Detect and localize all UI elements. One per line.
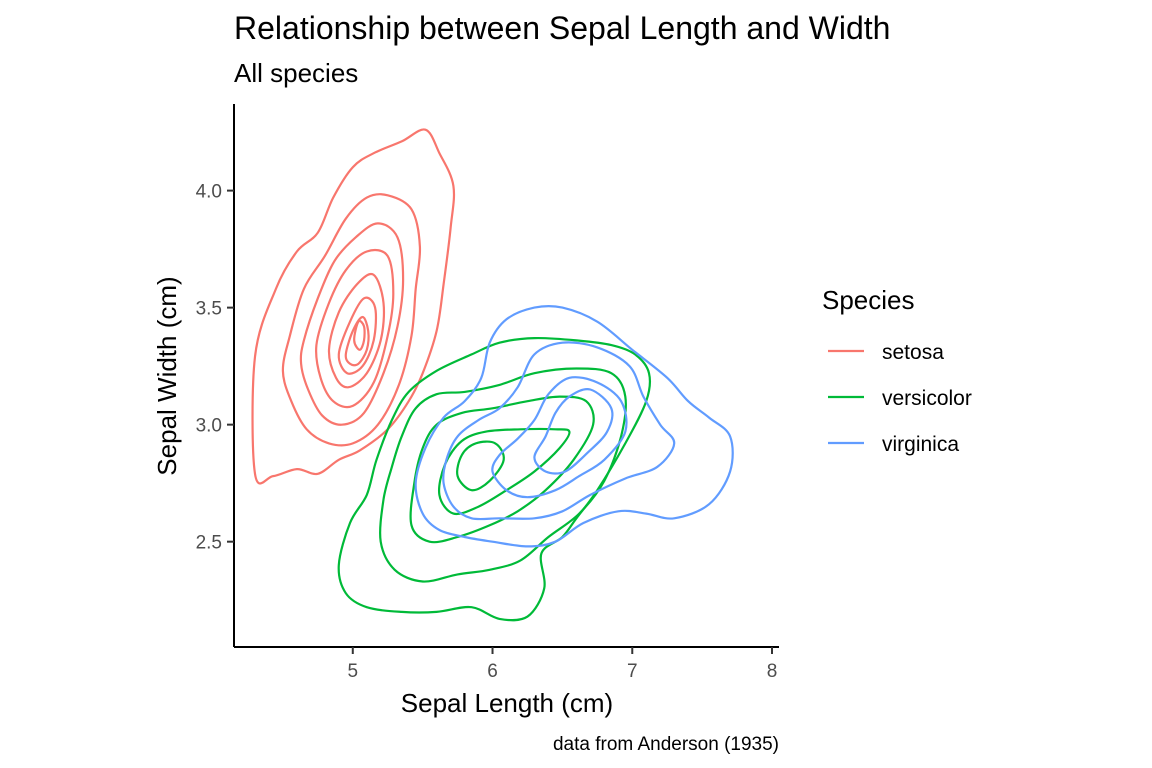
- x-tick-label: 7: [627, 661, 638, 682]
- versicolor-contour: [437, 427, 571, 516]
- setosa-contour: [344, 315, 370, 367]
- x-axis-title: Sepal Length (cm): [401, 688, 613, 718]
- chart-caption: data from Anderson (1935): [553, 734, 779, 755]
- legend-label-setosa: setosa: [882, 341, 944, 364]
- axes: [233, 104, 779, 648]
- y-tick-label: 3.5: [196, 299, 222, 320]
- legend-label-versicolor: versicolor: [882, 387, 972, 410]
- setosa-contour: [327, 273, 386, 389]
- setosa-contour: [353, 319, 366, 351]
- y-axis-title: Sepal Width (cm): [152, 276, 182, 475]
- legend-label-virginica: virginica: [882, 433, 959, 456]
- x-ticks: 5 6 7 8: [347, 647, 777, 682]
- virginica-contour: [414, 304, 734, 548]
- series-setosa: [251, 128, 456, 485]
- versicolor-contour: [409, 395, 595, 544]
- x-tick-label: 5: [347, 661, 358, 682]
- virginica-contour: [442, 341, 676, 521]
- legend-title: Species: [822, 285, 915, 315]
- series-virginica: [414, 304, 734, 548]
- y-tick-label: 4.0: [196, 182, 222, 203]
- x-tick-label: 6: [487, 661, 498, 682]
- virginica-contour: [533, 388, 614, 475]
- versicolor-contour: [337, 336, 652, 622]
- series-versicolor: [337, 336, 652, 622]
- virginica-contour: [491, 376, 628, 499]
- legend: Species setosa versicolor virginica: [822, 285, 972, 456]
- x-tick-label: 8: [767, 661, 778, 682]
- y-tick-label: 3.0: [196, 416, 222, 437]
- chart-subtitle: All species: [234, 58, 358, 88]
- setosa-contour: [281, 193, 422, 447]
- versicolor-contour: [456, 440, 505, 492]
- setosa-contour: [251, 128, 456, 485]
- versicolor-contour: [379, 367, 627, 583]
- y-tick-label: 2.5: [196, 533, 222, 554]
- setosa-contour: [299, 222, 405, 426]
- setosa-contour: [314, 248, 395, 409]
- contour-layer: [251, 128, 734, 622]
- setosa-contour: [337, 296, 378, 375]
- y-ticks: 2.5 3.0 3.5 4.0: [196, 182, 234, 554]
- chart-title: Relationship between Sepal Length and Wi…: [234, 10, 890, 46]
